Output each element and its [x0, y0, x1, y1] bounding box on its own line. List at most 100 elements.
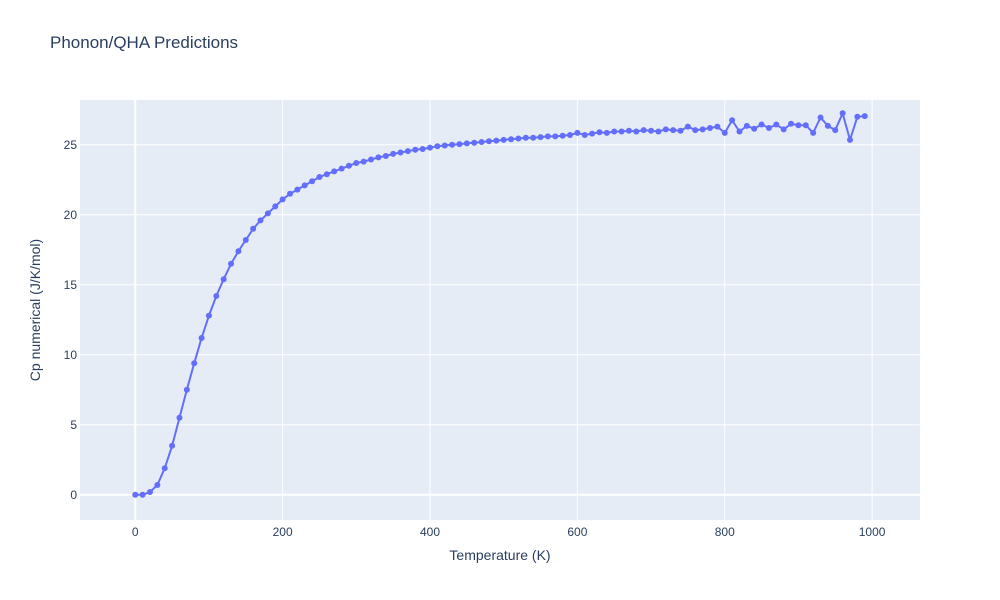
data-point — [537, 134, 544, 141]
data-point — [471, 139, 478, 146]
data-point — [397, 149, 404, 156]
data-point — [544, 133, 551, 140]
data-point — [743, 122, 750, 129]
data-point — [596, 129, 603, 136]
data-point — [640, 127, 647, 134]
data-point — [331, 168, 338, 175]
data-point — [434, 143, 441, 150]
data-point — [611, 128, 618, 135]
data-point — [456, 141, 463, 148]
data-point — [427, 144, 433, 151]
data-point — [854, 113, 861, 120]
data-point — [522, 134, 529, 141]
y-axis-title: Cp numerical (J/K/mol) — [27, 239, 43, 381]
data-point — [648, 127, 655, 134]
data-point — [353, 160, 360, 166]
data-point — [169, 442, 176, 449]
y-tick-label: 5 — [70, 418, 77, 432]
data-point — [220, 276, 227, 283]
x-tick-label: 0 — [132, 525, 139, 539]
data-point — [478, 139, 485, 145]
data-point — [847, 136, 853, 143]
grid-lines — [80, 100, 920, 520]
data-point — [287, 190, 293, 197]
data-point — [802, 122, 809, 129]
data-point — [552, 133, 559, 140]
data-point — [721, 129, 728, 136]
data-point — [375, 154, 382, 161]
tick-labels: 0 200 400 600 800 1000 0 5 10 15 20 25 — [64, 138, 886, 539]
series-line — [135, 110, 865, 496]
data-point — [154, 482, 161, 488]
data-point — [861, 113, 868, 120]
x-tick-label: 200 — [273, 525, 293, 539]
data-point — [670, 127, 677, 134]
data-point — [589, 130, 596, 137]
data-point — [795, 122, 802, 129]
series-markers — [132, 110, 868, 498]
data-point — [441, 142, 448, 149]
data-point — [264, 210, 271, 217]
data-point — [684, 123, 691, 130]
data-point — [707, 125, 713, 131]
data-point — [839, 110, 846, 117]
data-point — [235, 248, 242, 255]
data-point — [780, 126, 787, 133]
data-point — [345, 162, 352, 169]
data-point — [758, 121, 765, 128]
data-point — [824, 122, 831, 129]
data-point — [323, 171, 330, 178]
data-point — [250, 225, 257, 232]
data-point — [301, 182, 308, 189]
data-point — [205, 312, 212, 319]
data-point — [161, 465, 168, 472]
data-point — [633, 128, 640, 135]
data-point — [139, 491, 146, 498]
data-point — [618, 128, 625, 135]
data-point — [183, 386, 190, 393]
data-point — [655, 128, 662, 135]
y-tick-label: 20 — [64, 208, 78, 222]
data-point — [368, 156, 375, 163]
data-point — [559, 132, 566, 139]
data-point — [294, 186, 301, 193]
data-point — [736, 128, 743, 135]
data-point — [515, 135, 522, 142]
data-point — [788, 120, 795, 127]
data-point — [404, 148, 411, 155]
y-tick-label: 0 — [70, 488, 77, 502]
data-point — [228, 260, 235, 267]
data-point — [272, 203, 279, 210]
x-tick-label: 800 — [715, 525, 735, 539]
data-point — [508, 136, 515, 143]
data-point — [213, 293, 220, 299]
data-point — [309, 178, 316, 185]
data-point — [176, 414, 183, 421]
data-point — [581, 132, 588, 138]
plot-area — [80, 100, 920, 520]
data-point — [360, 158, 367, 165]
y-tick-label: 10 — [64, 348, 78, 362]
data-point — [817, 114, 824, 121]
data-point — [625, 127, 632, 134]
data-point — [765, 125, 772, 131]
data-point — [692, 127, 699, 134]
data-point — [485, 138, 492, 145]
data-point — [751, 125, 758, 132]
data-point — [729, 117, 736, 124]
x-axis-title: Temperature (K) — [449, 547, 550, 563]
data-point — [500, 136, 507, 143]
data-point — [419, 146, 426, 152]
x-tick-label: 600 — [567, 525, 587, 539]
data-point — [279, 196, 286, 203]
data-point — [412, 146, 419, 153]
data-point — [493, 137, 500, 144]
x-tick-label: 1000 — [859, 525, 886, 539]
data-point — [191, 360, 198, 367]
data-point — [603, 129, 610, 136]
data-point — [714, 123, 721, 130]
data-point — [449, 141, 456, 148]
data-point — [832, 127, 839, 134]
chart-title: Phonon/QHA Predictions — [50, 33, 239, 52]
